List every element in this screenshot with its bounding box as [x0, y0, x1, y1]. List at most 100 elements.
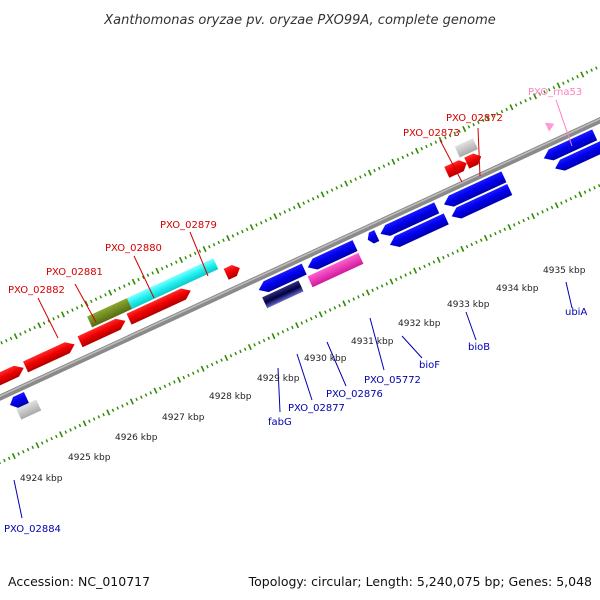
gene-pxo-05772[interactable]	[365, 230, 380, 245]
tick-mark	[19, 332, 22, 336]
gene-pxo-02873[interactable]	[444, 158, 469, 178]
gene-olive[interactable]	[87, 298, 133, 328]
tick-mark	[276, 332, 280, 336]
tick-mark	[80, 304, 84, 308]
gene-pxo-02880[interactable]	[77, 315, 128, 348]
tick-mark	[243, 347, 247, 351]
gene-bioB-lower[interactable]	[449, 184, 513, 222]
tick-mark	[367, 169, 372, 176]
gene-pxo-02882[interactable]	[0, 362, 26, 405]
tick-mark	[269, 216, 272, 221]
tick-mark	[517, 221, 521, 225]
tick-mark	[519, 101, 523, 105]
tick-mark	[498, 229, 502, 234]
tick-mark	[404, 273, 407, 277]
tick-mark	[546, 207, 549, 212]
tick-mark	[286, 327, 289, 332]
gene-pxo-02877[interactable]	[305, 240, 358, 273]
gene-pxo-02884[interactable]	[8, 391, 29, 410]
tick-mark	[524, 99, 527, 103]
gene-label-pxo-02877[interactable]: PXO_02877	[288, 403, 345, 414]
tick-mark	[527, 216, 530, 221]
tick-mark	[94, 297, 98, 301]
reverse-gene-labels: PXO_02884 fabG PXO_02877 PXO_02876 PXO_0…	[4, 307, 587, 535]
gene-bioF[interactable]	[378, 202, 440, 239]
gene-pxo-02879[interactable]	[126, 285, 194, 325]
tick-mark	[507, 224, 512, 231]
tick-mark	[434, 140, 438, 144]
tick-mark	[470, 242, 474, 247]
tick-mark	[37, 322, 42, 329]
gene-label-fabG[interactable]: fabG	[268, 417, 292, 428]
tick-mark	[146, 273, 150, 277]
gene-label-pxo-02881[interactable]: PXO_02881	[46, 267, 103, 278]
inner-tick-track	[0, 183, 600, 465]
tick-mark	[245, 227, 249, 232]
gene-label-pxo-02884[interactable]: PXO_02884	[4, 524, 61, 535]
tick-mark	[144, 393, 148, 397]
tick-mark	[382, 164, 386, 168]
tick-mark	[288, 208, 291, 212]
tick-mark	[210, 362, 214, 367]
tick-mark	[78, 423, 82, 428]
gene-label-ubiA[interactable]: ubiA	[565, 307, 587, 318]
tick-mark	[305, 319, 308, 323]
gene-ubiA[interactable]	[541, 129, 598, 163]
gene-label-bioB[interactable]: bioB	[468, 342, 490, 353]
genome-backbone	[0, 105, 600, 413]
gene-label-bioF[interactable]: bioF	[419, 360, 440, 371]
tick-mark	[258, 341, 261, 345]
tick-mark	[153, 387, 158, 394]
tick-mark	[168, 382, 171, 386]
tick-mark	[108, 289, 113, 296]
gene-label-pxo-05772[interactable]: PXO_05772	[364, 375, 421, 386]
gene-ubiA-lower[interactable]	[553, 139, 600, 174]
tick-label: 4935 kbp	[543, 266, 586, 276]
gene-pxo-02872[interactable]	[464, 151, 484, 169]
tick-mark	[522, 218, 525, 223]
tick-mark	[590, 68, 593, 72]
tick-mark	[28, 328, 32, 332]
gene-small-blue[interactable]	[289, 263, 307, 281]
tick-mark	[196, 369, 200, 373]
gene-label-pxo-02872[interactable]: PXO_02872	[446, 113, 503, 124]
gene-label-pxo-02882[interactable]: PXO_02882	[8, 285, 65, 296]
gene-bioF-lower[interactable]	[387, 213, 449, 250]
tick-mark	[491, 114, 494, 118]
tick-mark	[576, 75, 579, 79]
tick-mark	[0, 341, 3, 345]
gene-cyan[interactable]	[127, 258, 219, 309]
accession-text: Accession: NC_010717	[8, 574, 150, 589]
gene-left-grey[interactable]	[16, 399, 42, 420]
tick-mark	[69, 428, 72, 432]
tick-label: 4932 kbp	[398, 319, 441, 329]
tick-mark	[340, 184, 343, 188]
tick-mark	[354, 177, 357, 181]
tick-mark	[547, 88, 551, 92]
tick-mark	[485, 115, 490, 122]
tick-mark	[267, 336, 271, 340]
gene-fabG-box[interactable]	[262, 280, 304, 309]
gene-fabG[interactable]	[256, 266, 300, 296]
gene-pxo-02876[interactable]	[307, 252, 364, 288]
tick-mark	[373, 168, 376, 173]
rna-pxo-rna53[interactable]	[544, 119, 556, 132]
tick-mark	[99, 295, 103, 299]
gene-pxo-02881[interactable]	[23, 339, 77, 373]
gene-label-pxo-02876[interactable]: PXO_02876	[326, 389, 383, 400]
gene-small-red[interactable]	[223, 263, 243, 280]
gene-label-pxo-02880[interactable]: PXO_02880	[105, 243, 162, 254]
gene-grey[interactable]	[454, 138, 478, 158]
tick-mark	[273, 213, 278, 220]
tick-mark	[191, 371, 195, 375]
tick-label: 4927 kbp	[162, 413, 205, 423]
tick-mark	[104, 293, 107, 297]
tick-mark	[45, 439, 49, 443]
tick-mark	[271, 333, 276, 340]
gene-label-pxo-rna53[interactable]: PXO_rna53	[528, 87, 582, 98]
tick-mark	[500, 109, 504, 114]
gene-label-pxo-02873[interactable]: PXO_02873	[403, 128, 460, 139]
tick-mark	[202, 245, 207, 253]
gene-label-pxo-02879[interactable]: PXO_02879	[160, 220, 217, 231]
gene-bioB[interactable]	[441, 171, 507, 210]
